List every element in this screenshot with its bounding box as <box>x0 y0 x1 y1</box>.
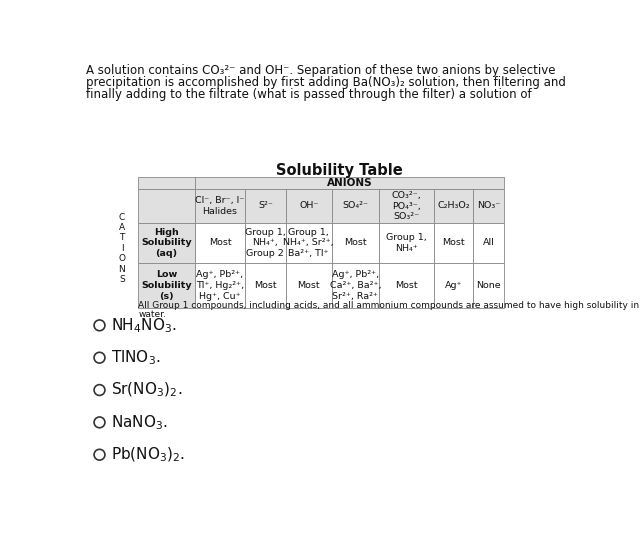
Text: Pb(NO$_3$)$_2$.: Pb(NO$_3$)$_2$. <box>111 445 185 464</box>
Text: C₂H₃O₂: C₂H₃O₂ <box>437 202 470 211</box>
Bar <box>195 177 504 189</box>
Bar <box>285 223 332 263</box>
Bar <box>246 189 285 223</box>
Text: Most: Most <box>395 281 418 290</box>
Bar <box>473 189 504 223</box>
Bar <box>138 223 195 263</box>
Text: SO₄²⁻: SO₄²⁻ <box>342 202 368 211</box>
Text: Most: Most <box>297 281 320 290</box>
Bar <box>246 223 285 263</box>
Text: Ag⁺: Ag⁺ <box>445 281 462 290</box>
Text: Group 1,
NH₄⁺, Sr²⁺,
Ba²⁺, Tl⁺: Group 1, NH₄⁺, Sr²⁺, Ba²⁺, Tl⁺ <box>283 228 334 258</box>
Text: None: None <box>476 281 501 290</box>
Text: Ag⁺, Pb²⁺,
Ca²⁺, Ba²⁺,
Sr²⁺, Ra²⁺: Ag⁺, Pb²⁺, Ca²⁺, Ba²⁺, Sr²⁺, Ra²⁺ <box>329 270 381 301</box>
Bar <box>435 223 473 263</box>
Bar <box>332 189 378 223</box>
Bar <box>435 263 473 308</box>
Text: A solution contains CO₃²⁻ and OH⁻. Separation of these two anions by selective: A solution contains CO₃²⁻ and OH⁻. Separ… <box>87 64 556 77</box>
Bar <box>138 189 195 223</box>
Circle shape <box>94 352 105 363</box>
Text: Most: Most <box>254 281 277 290</box>
Bar <box>195 263 246 308</box>
Bar <box>435 189 473 223</box>
Bar <box>138 177 195 189</box>
Text: High
Solubility
(aq): High Solubility (aq) <box>141 228 192 258</box>
Text: Most: Most <box>442 239 465 248</box>
Text: finally adding to the filtrate (what is passed through the filter) a solution of: finally adding to the filtrate (what is … <box>87 88 532 101</box>
Text: Most: Most <box>344 239 367 248</box>
Bar <box>285 263 332 308</box>
Text: S²⁻: S²⁻ <box>258 202 273 211</box>
Bar <box>332 263 378 308</box>
Circle shape <box>94 417 105 428</box>
Text: NaNO$_3$.: NaNO$_3$. <box>111 413 168 431</box>
Text: Ag⁺, Pb²⁺,
Tl⁺, Hg₂²⁺,
Hg⁺, Cu⁺: Ag⁺, Pb²⁺, Tl⁺, Hg₂²⁺, Hg⁺, Cu⁺ <box>196 270 244 301</box>
Bar <box>473 223 504 263</box>
Bar <box>246 263 285 308</box>
Bar <box>378 263 435 308</box>
Bar <box>195 189 246 223</box>
Text: All Group 1 compounds, including acids, and all ammonium compounds are assumed t: All Group 1 compounds, including acids, … <box>138 301 639 310</box>
Text: precipitation is accomplished by first adding Ba(NO₃)₂ solution, then filtering : precipitation is accomplished by first a… <box>87 76 566 90</box>
Text: NO₃⁻: NO₃⁻ <box>477 202 500 211</box>
Circle shape <box>94 449 105 460</box>
Bar <box>378 189 435 223</box>
Text: Group 1,
NH₄⁺: Group 1, NH₄⁺ <box>386 233 427 253</box>
Bar <box>332 223 378 263</box>
Text: Low
Solubility
(s): Low Solubility (s) <box>141 270 192 301</box>
Circle shape <box>94 385 105 396</box>
Bar <box>138 263 195 308</box>
Text: water.: water. <box>138 310 166 318</box>
Text: All: All <box>483 239 494 248</box>
Bar <box>473 263 504 308</box>
Text: Solubility Table: Solubility Table <box>276 163 403 178</box>
Bar <box>378 223 435 263</box>
Circle shape <box>94 320 105 331</box>
Text: C
A
T
I
O
N
S: C A T I O N S <box>119 213 126 284</box>
Text: NH$_4$NO$_3$.: NH$_4$NO$_3$. <box>111 316 177 334</box>
Text: Most: Most <box>209 239 231 248</box>
Bar <box>285 189 332 223</box>
Bar <box>195 223 246 263</box>
Text: ANIONS: ANIONS <box>327 178 372 188</box>
Text: OH⁻: OH⁻ <box>299 202 319 211</box>
Text: CO₃²⁻,
PO₄³⁻,
SO₃²⁻: CO₃²⁻, PO₄³⁻, SO₃²⁻ <box>392 191 421 221</box>
Text: Group 1,
NH₄⁺,
Group 2: Group 1, NH₄⁺, Group 2 <box>245 228 286 258</box>
Text: Cl⁻, Br⁻, I⁻
Halides: Cl⁻, Br⁻, I⁻ Halides <box>196 196 245 216</box>
Text: TlNO$_3$.: TlNO$_3$. <box>111 348 161 367</box>
Text: Sr(NO$_3$)$_2$.: Sr(NO$_3$)$_2$. <box>111 381 183 399</box>
